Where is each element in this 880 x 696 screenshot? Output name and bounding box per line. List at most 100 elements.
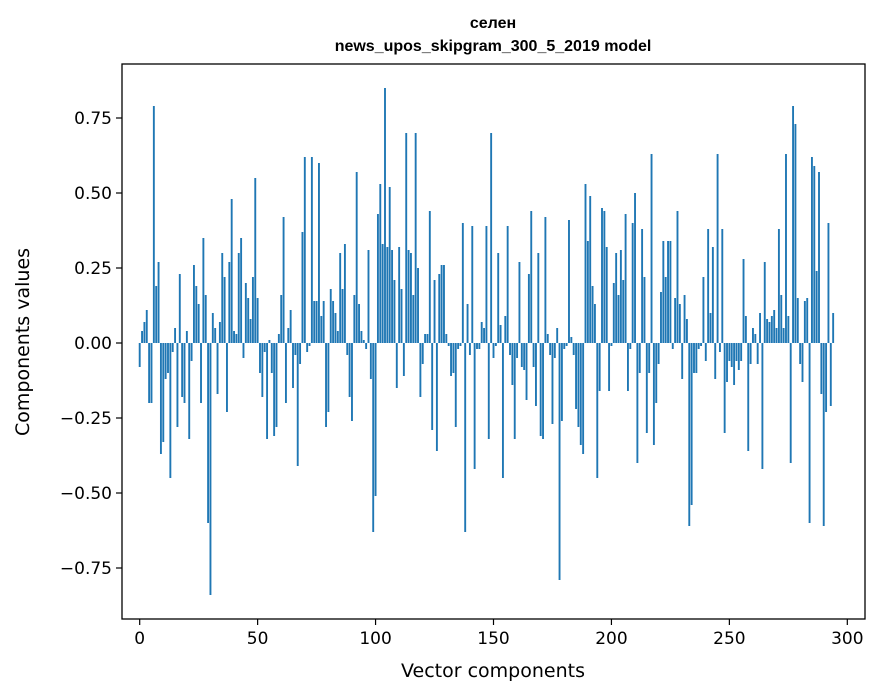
bar-72 <box>308 343 311 346</box>
bar-144 <box>478 343 481 349</box>
bar-212 <box>638 343 641 373</box>
bar-66 <box>294 343 297 355</box>
bar-106 <box>388 187 391 343</box>
bar-21 <box>188 343 191 439</box>
y-tick-label: −0.75 <box>60 559 112 579</box>
bar-130 <box>445 334 448 343</box>
bar-220 <box>657 343 660 364</box>
bar-161 <box>518 262 521 343</box>
bar-183 <box>570 337 573 343</box>
bar-269 <box>773 310 776 343</box>
bar-142 <box>473 343 476 469</box>
bar-231 <box>683 295 686 343</box>
bar-140 <box>468 343 471 355</box>
bar-195 <box>598 343 601 391</box>
bar-49 <box>254 178 257 343</box>
x-tick-label: 0 <box>134 629 145 649</box>
bar-17 <box>178 274 181 343</box>
bar-77 <box>320 316 323 343</box>
bar-13 <box>169 343 172 478</box>
bar-213 <box>641 229 644 343</box>
bar-10 <box>162 343 165 442</box>
bar-205 <box>622 280 625 343</box>
bar-162 <box>520 343 523 367</box>
bar-129 <box>443 265 445 343</box>
x-tick-label: 300 <box>831 629 863 649</box>
bar-244 <box>714 343 717 379</box>
bar-123 <box>428 211 431 343</box>
bar-156 <box>506 226 509 343</box>
bar-91 <box>353 295 356 343</box>
bar-152 <box>497 253 500 343</box>
bar-55 <box>268 340 271 343</box>
bar-204 <box>619 250 622 343</box>
bar-111 <box>400 289 403 343</box>
chart-subtitle: news_upos_skipgram_300_5_2019 model <box>335 38 652 55</box>
bar-186 <box>577 343 580 427</box>
bar-249 <box>726 343 728 382</box>
bar-196 <box>601 208 603 343</box>
bar-114 <box>407 250 410 343</box>
bar-253 <box>735 343 738 361</box>
bar-238 <box>700 343 703 346</box>
bar-270 <box>775 328 778 343</box>
bar-73 <box>310 157 313 343</box>
bar-57 <box>273 343 276 436</box>
bar-200 <box>610 343 613 346</box>
bar-262 <box>756 343 759 364</box>
bar-141 <box>471 226 474 343</box>
bar-84 <box>336 331 339 343</box>
bar-175 <box>551 343 554 424</box>
bar-192 <box>591 286 594 343</box>
bar-263 <box>759 313 761 343</box>
bar-202 <box>615 253 618 343</box>
bar-81 <box>329 289 332 343</box>
bar-260 <box>752 328 754 343</box>
bar-233 <box>688 343 691 526</box>
bar-294 <box>832 313 835 343</box>
bar-225 <box>669 241 672 343</box>
bar-265 <box>763 262 766 343</box>
bar-2 <box>143 322 146 343</box>
x-tick-label: 150 <box>477 629 509 649</box>
bar-124 <box>431 343 434 430</box>
bar-14 <box>171 343 174 352</box>
bar-292 <box>827 223 830 343</box>
bar-131 <box>447 343 450 346</box>
bar-216 <box>648 343 651 373</box>
bar-293 <box>829 343 832 406</box>
bar-278 <box>794 124 797 343</box>
bar-143 <box>476 343 478 349</box>
bar-147 <box>485 226 488 343</box>
bar-32 <box>214 328 217 343</box>
bar-39 <box>230 199 233 343</box>
bar-116 <box>412 295 415 343</box>
bar-179 <box>560 343 563 421</box>
bars-group <box>138 88 835 595</box>
bar-83 <box>334 313 337 343</box>
bar-256 <box>742 259 745 343</box>
bar-191 <box>589 196 592 343</box>
bar-19 <box>183 343 186 403</box>
bar-223 <box>664 277 667 343</box>
bar-120 <box>421 343 424 364</box>
bar-272 <box>780 295 783 343</box>
bar-50 <box>256 298 259 343</box>
bar-70 <box>303 157 306 343</box>
bar-151 <box>494 343 497 346</box>
bar-0 <box>138 343 141 367</box>
bar-26 <box>200 343 202 403</box>
bar-217 <box>650 154 653 343</box>
bar-187 <box>579 343 582 445</box>
bar-145 <box>480 322 483 343</box>
bar-89 <box>348 343 351 397</box>
x-tick-label: 250 <box>713 629 745 649</box>
bar-250 <box>728 343 731 361</box>
bar-247 <box>721 229 724 343</box>
bar-37 <box>226 343 228 412</box>
bar-230 <box>681 343 684 379</box>
bar-79 <box>325 343 327 427</box>
bar-228 <box>676 211 679 343</box>
bar-257 <box>744 316 747 343</box>
bar-154 <box>501 343 504 478</box>
